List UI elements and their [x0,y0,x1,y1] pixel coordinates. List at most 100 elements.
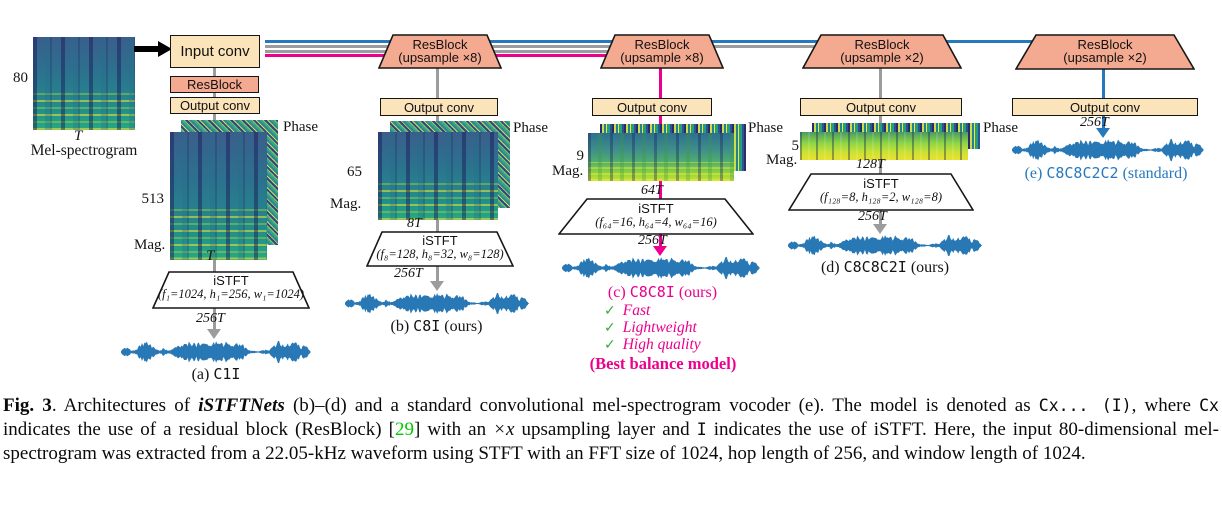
caption-segment: Cx... (I) [1038,396,1132,415]
caption-segment: I [696,420,707,439]
phase-label-b: Phase [513,120,548,136]
check-text-fast: Fast [622,302,651,319]
resblock-trapezoid-d [802,34,962,69]
output-conv-label-e: Output conv [1069,99,1141,115]
out-size-a: 256T [196,311,225,326]
model-caption-d: (d) C8C8C2I (ours) [789,258,981,277]
istft-title-c: iSTFT [638,200,674,216]
arrow-down-d-icon [873,224,887,234]
caption-segment: , where [1131,395,1200,416]
output-conv-label-a: Output conv [179,98,251,113]
check-row-lightweight: ✓ Lightweight [604,319,697,337]
resblock-label-a: ResBlock [187,77,242,92]
out-size-d: 256T [858,209,887,224]
check-text-lightweight: Lightweight [622,319,697,336]
caption-code-b: C8I [413,317,441,335]
caption-segment: indicates the use of a residual block (R… [3,419,395,440]
output-conv-label-d: Output conv [845,99,917,115]
istft-title-d: iSTFT [863,175,899,191]
caption-segment: indicates the use of iSTFT. Here, the in… [3,419,1219,464]
waveform-b [345,292,529,315]
output-conv-label-c: Output conv [616,99,688,115]
caption-suffix-b: (ours) [440,318,483,335]
mel-spectrogram-image [33,37,135,130]
output-conv-box-e: Output conv [1012,98,1198,116]
istft-params-d: (f₁₂₈=8, h₁₂₈=2, w₁₂₈=8) [819,189,943,204]
resblock-box-a: ResBlock [170,76,259,93]
skip-line-gray-1 [265,45,883,48]
waveform-c [562,256,760,280]
input-arrow-shaft [134,46,158,52]
caption-prefix-a: (a) [191,366,214,383]
arrow-down-c-icon [653,246,667,256]
istft-trapezoid-b [366,231,514,267]
phase-label-d: Phase [983,120,1018,136]
arrow-down-e-icon [1096,128,1110,138]
out-size-c: 256T [638,233,667,248]
resblock-label-d1: ResBlock [854,36,910,52]
freq-label-d: 5 [791,138,800,154]
input-arrow-icon [158,41,172,57]
model-caption-e: (e) C8C8C2C2 (standard) [998,164,1214,183]
output-conv-box-a: Output conv [170,97,260,114]
mag-label-c: Mag. [552,163,584,179]
caption-code-c: C8C8I [629,283,675,301]
caption-segment: iSTFTNets [198,395,285,416]
phase-label-c: Phase [748,120,783,136]
best-balance-note: (Best balance model) [589,354,737,373]
istft-title-b: iSTFT [422,233,458,248]
input-conv-box: Input conv [170,35,260,68]
architecture-figure: 80 T Mel-spectrogram Input conv ResBlock… [13,34,1214,384]
freq-label-c: 9 [576,148,585,164]
caption-segment: ×x [493,419,515,440]
caption-segment: upsampling layer and [514,419,697,440]
resblock-trapezoid-b [378,34,502,69]
check-icon: ✓ [604,337,616,353]
freq-label-a: 513 [141,191,165,207]
resblock-label-e2: (upsample ×2) [1063,50,1147,65]
waveform-d [788,234,982,257]
istft-title-a: iSTFT [213,273,249,288]
resblock-label-b1: ResBlock [412,36,468,52]
resblock-label-b2: (upsample ×8) [398,50,482,65]
figure-caption: Fig. 3. Architectures of iSTFTNets (b)–(… [0,390,1222,466]
time-label-b: 8T [407,216,422,231]
input-conv-label: Input conv [180,43,250,60]
caption-suffix-d: (ours) [906,259,950,276]
caption-segment: . Architectures of [51,395,199,416]
output-conv-label-b: Output conv [403,99,475,115]
resblock-label-c2: (upsample ×8) [620,50,704,65]
caption-prefix-b: (b) [390,318,414,335]
caption-suffix-e: (standard) [1118,165,1188,182]
output-conv-box-c: Output conv [592,98,712,116]
mag-spectrogram-d [800,132,968,160]
waveform-e [1012,138,1204,162]
model-caption-b: (b) C8I (ours) [354,317,519,336]
istft-params-b: (f₈=128, h₈=32, w₈=128) [376,246,504,261]
istft-trapezoid-c [558,198,754,235]
check-row-high-quality: ✓ High quality [604,336,701,354]
model-caption-a: (a) C1I [134,365,298,384]
mag-spectrogram-a [170,132,267,260]
time-label-d: 128T [856,157,885,172]
freq-label-b: 65 [347,164,362,180]
caption-code-d: C8C8C2I [843,258,907,276]
resblock-trapezoid-c [600,34,724,69]
caption-segment: ] with an [413,419,494,440]
istft-params-a: (f₁=1024, h₁=256, w₁=1024) [158,287,304,301]
phase-label-a: Phase [283,119,318,135]
caption-segment: (b)–(d) and a standard convolutional mel… [284,395,1039,416]
out-size-b: 256T [394,266,423,281]
istft-params-c: (f₆₄=16, h₆₄=4, w₆₄=16) [595,214,717,229]
caption-prefix-e: (e) [1024,165,1047,182]
mel-dim-label: 80 [13,70,28,86]
resblock-label-d2: (upsample ×2) [840,50,924,65]
check-icon: ✓ [604,303,616,319]
mel-caption: Mel-spectrogram [30,142,138,159]
output-conv-box-d: Output conv [800,98,962,116]
mel-time-label: T [74,128,83,144]
caption-prefix-c: (c) [607,284,630,301]
out-size-e: 256T [1080,115,1109,130]
resblock-trapezoid-e [1015,34,1195,70]
output-conv-box-b: Output conv [380,98,498,116]
